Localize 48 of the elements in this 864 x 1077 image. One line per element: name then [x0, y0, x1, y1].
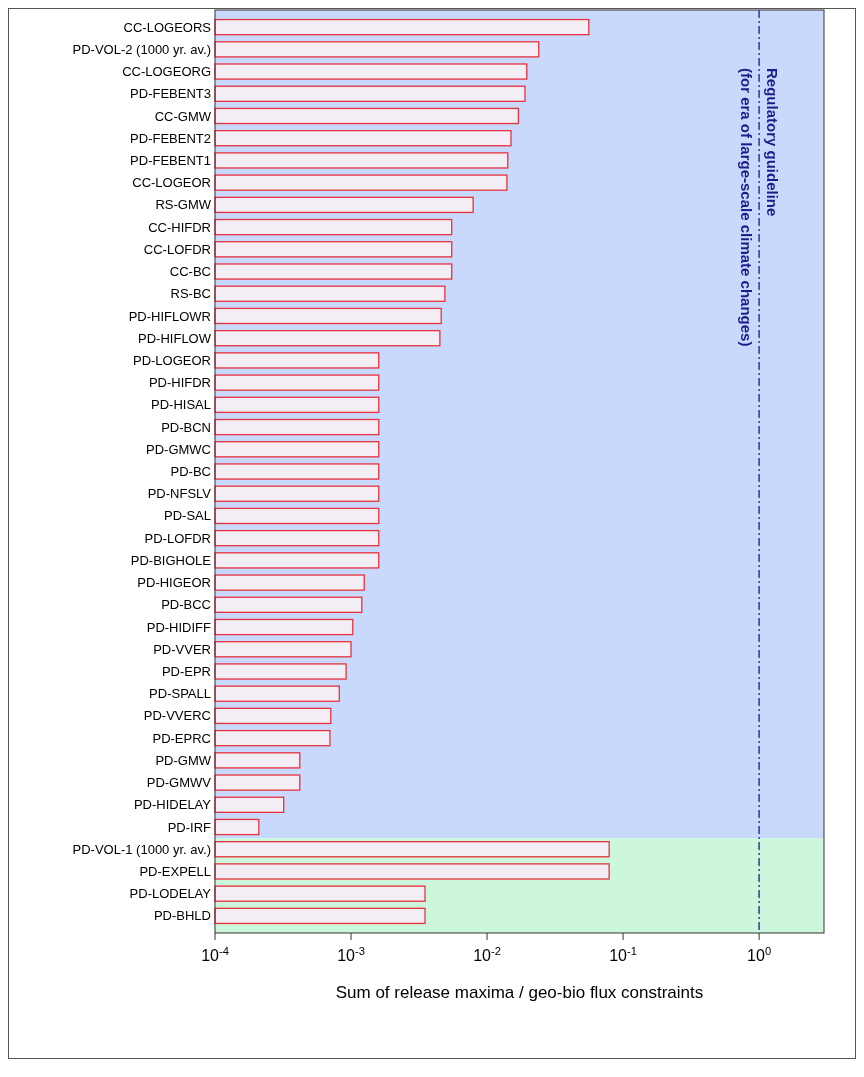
- y-tick-label: PD-SAL: [164, 508, 211, 524]
- y-tick-label: CC-HIFDR: [148, 219, 211, 235]
- y-tick-label: PD-HIDELAY: [133, 797, 212, 813]
- y-tick-label: PD-NFSLV: [147, 486, 212, 502]
- x-tick-label: 10$^{-1}$: [609, 945, 637, 964]
- y-tick-label: PD-VOL-1 (1000 yr. av.): [72, 841, 211, 857]
- y-tick-label: PD-EXPELL: [139, 864, 211, 879]
- y-tick-label: CC-LOGEORG: [122, 64, 211, 80]
- y-tick-label: PD-HIDIFF: [146, 619, 212, 635]
- y-tick-label: PD-HIFLOW: [138, 330, 212, 346]
- y-tick-label: PD-BIGHOLE: [130, 552, 212, 568]
- y-tick-label: PD-GMW: [155, 752, 212, 768]
- y-tick-label: PD-SPALL: [149, 686, 211, 702]
- y-tick-label: PD-BHLD: [153, 908, 211, 924]
- x-tick-label: 10$^{-4}$: [201, 945, 229, 964]
- y-tick-label: PD-LOFDR: [144, 530, 211, 546]
- y-tick-label: PD-VVER: [153, 641, 211, 657]
- y-tick-label: PD-BC: [170, 464, 211, 480]
- x-tick-label: 10$^{0}$: [747, 945, 772, 964]
- x-axis-title: Sum of release maxima / geo-bio flux constraints: [335, 983, 704, 1002]
- y-tick-label: PD-GMWC: [146, 441, 211, 457]
- y-tick-label: CC-LOGEORS: [123, 19, 212, 35]
- y-tick-label: PD-FEBENT2: [130, 130, 211, 146]
- y-tick-label: PD-IRF: [167, 819, 212, 835]
- y-tick-label: PD-GMWV: [146, 775, 212, 791]
- y-tick-label: PD-VOL-2 (1000 yr. av.): [72, 41, 211, 57]
- y-tick-label: PD-VVERC: [143, 708, 211, 724]
- y-tick-label: PD-LODELAY: [129, 886, 212, 902]
- y-tick-label: CC-BC: [169, 264, 211, 280]
- y-tick-label: PD-HIFLOWR: [128, 308, 211, 324]
- y-tick-label: CC-GMW: [154, 108, 212, 124]
- y-tick-label: CC-LOFDR: [143, 241, 211, 257]
- y-tick-label: PD-FEBENT1: [130, 152, 211, 168]
- y-tick-label: PD-HIFDR: [148, 375, 211, 391]
- y-tick-label: PD-BCN: [161, 419, 211, 435]
- y-tick-label: CC-LOGEOR: [132, 175, 211, 191]
- y-tick-label: PD-HISAL: [151, 397, 211, 413]
- y-tick-label: PD-EPR: [161, 664, 211, 680]
- x-tick-label: 10$^{-2}$: [473, 945, 501, 964]
- ref-line-label: Regulatory guideline (for era of large-scale climate changes): [738, 68, 782, 347]
- y-tick-label: RS-BC: [170, 286, 211, 302]
- y-tick-label: PD-BCC: [161, 597, 211, 613]
- y-tick-label: RS-GMW: [155, 197, 212, 213]
- y-tick-label: PD-EPRC: [152, 730, 211, 746]
- y-tick-label: PD-FEBENT3: [130, 86, 211, 102]
- y-tick-label: PD-HIGEOR: [137, 575, 211, 591]
- y-tick-label: PD-LOGEOR: [132, 352, 211, 368]
- x-tick-label: 10$^{-3}$: [337, 945, 365, 964]
